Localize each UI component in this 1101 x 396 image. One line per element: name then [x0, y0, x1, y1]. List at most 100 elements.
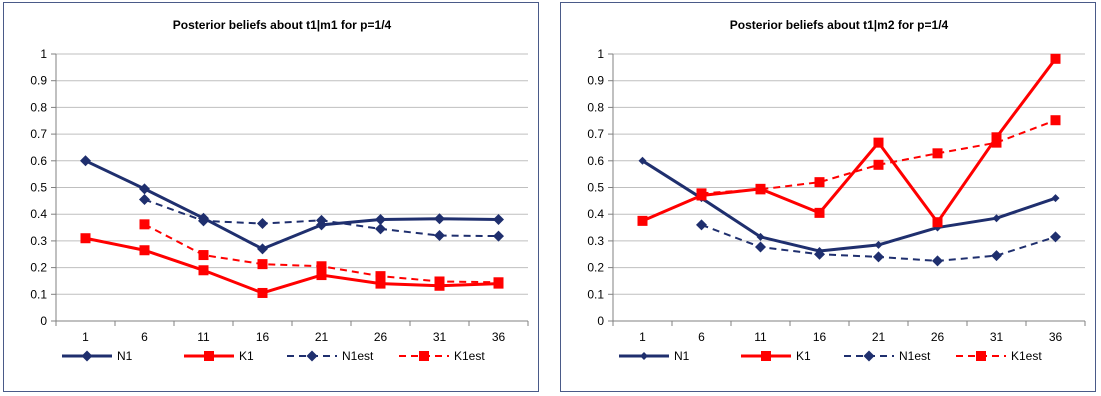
x-tick-label: 1 — [639, 330, 646, 344]
y-tick-label: 1 — [40, 47, 47, 61]
y-tick-label: 0.8 — [587, 100, 604, 114]
x-tick-label: 31 — [990, 330, 1004, 344]
data-point-K1 — [80, 233, 91, 244]
x-tick-label: 16 — [256, 330, 270, 344]
y-tick-label: 0.8 — [30, 100, 47, 114]
data-point-N1est — [257, 218, 268, 230]
chart-panel-1: Posterior beliefs about t1|m1 for p=1/4 0… — [3, 2, 539, 392]
series-N1est — [139, 194, 504, 242]
y-tick-label: 0.1 — [30, 287, 47, 301]
series-K1est — [139, 219, 504, 288]
y-tick-label: 0 — [40, 314, 47, 328]
x-tick-label: 6 — [698, 330, 705, 344]
y-tick-label: 0.3 — [30, 234, 47, 248]
data-point-K1 — [316, 270, 327, 281]
y-tick-label: 0.9 — [587, 74, 604, 88]
data-point-K1est — [316, 261, 327, 272]
legend-marker — [419, 351, 429, 361]
y-tick-label: 0.6 — [587, 154, 604, 168]
legend-marker — [761, 351, 771, 361]
y-tick-label: 0.4 — [587, 207, 604, 221]
data-point-K1est — [198, 250, 209, 261]
x-tick-label: 31 — [433, 330, 447, 344]
data-point-K1 — [257, 287, 268, 298]
data-point-N1 — [1051, 194, 1060, 203]
data-point-K1 — [198, 265, 209, 276]
x-tick-label: 11 — [754, 330, 767, 344]
data-point-N1 — [493, 214, 504, 226]
data-point-N1est — [696, 219, 707, 231]
legend-label: N1 — [674, 349, 690, 363]
data-point-K1 — [814, 207, 825, 218]
series-N1 — [638, 156, 1060, 256]
series-line-K1 — [641, 57, 1057, 224]
data-point-K1est — [434, 276, 445, 287]
data-point-K1est — [375, 271, 386, 282]
data-point-N1est — [198, 215, 209, 227]
data-point-K1 — [932, 217, 943, 228]
data-point-K1est — [932, 148, 943, 159]
data-point-N1est — [873, 251, 884, 263]
data-point-N1 — [375, 214, 386, 226]
data-point-N1est — [814, 248, 825, 260]
y-tick-label: 0.9 — [30, 74, 47, 88]
series-line-K1 — [85, 236, 499, 295]
x-tick-label: 11 — [197, 330, 210, 344]
data-point-N1est — [139, 194, 150, 206]
chart-svg-2: Posterior beliefs about t1|m2 for p=1/4 0… — [587, 18, 1086, 363]
x-tick-label: 1 — [82, 330, 89, 344]
y-tick-label: 0.7 — [587, 127, 604, 141]
legend-label: K1est — [454, 349, 485, 363]
legend-marker — [976, 351, 986, 361]
legend-label: N1est — [899, 349, 931, 363]
y-tick-label: 1 — [597, 47, 604, 61]
legend-item-N1: N1 — [62, 349, 133, 363]
y-tick-label: 0.5 — [587, 181, 604, 195]
y-tick-label: 0.4 — [30, 207, 47, 221]
y-tick-label: 0.5 — [30, 181, 47, 195]
legend-label: K1 — [796, 349, 811, 363]
legend-marker — [81, 350, 93, 362]
y-tick-label: 0.1 — [587, 287, 604, 301]
legend-marker — [204, 351, 214, 361]
y-tick-label: 0 — [597, 314, 604, 328]
data-point-K1est — [814, 177, 825, 188]
data-point-N1est — [375, 223, 386, 235]
legend-item-K1est: K1est — [956, 349, 1042, 363]
data-point-N1 — [638, 156, 647, 165]
x-tick-label: 26 — [374, 330, 388, 344]
legend-marker — [306, 350, 318, 362]
legend-item-N1est: N1est — [287, 349, 374, 363]
legend-label: K1est — [1011, 349, 1042, 363]
legend-marker — [640, 352, 648, 360]
data-point-K1 — [1050, 53, 1061, 64]
y-tick-label: 0.6 — [30, 154, 47, 168]
series-K1est — [696, 115, 1061, 199]
x-tick-label: 21 — [315, 330, 329, 344]
data-point-N1 — [80, 155, 91, 167]
x-tick-label: 21 — [872, 330, 886, 344]
data-point-N1est — [755, 241, 766, 253]
data-point-K1est — [991, 137, 1002, 148]
data-point-N1est — [1050, 231, 1061, 243]
x-tick-label: 36 — [1049, 330, 1063, 344]
legend-label: N1est — [342, 349, 374, 363]
legend-item-K1: K1 — [741, 349, 811, 363]
x-tick-label: 36 — [492, 330, 506, 344]
data-point-N1est — [434, 230, 445, 242]
data-point-N1 — [874, 240, 883, 249]
data-point-N1 — [756, 232, 765, 241]
series-K1 — [80, 233, 504, 298]
series-line-N1 — [641, 159, 1056, 253]
data-point-K1 — [375, 278, 386, 289]
series-line-N1 — [84, 159, 499, 251]
data-point-K1 — [139, 245, 150, 256]
y-tick-label: 0.7 — [30, 127, 47, 141]
data-point-K1est — [873, 159, 884, 170]
chart-svg-1: Posterior beliefs about t1|m1 for p=1/4 0… — [30, 18, 529, 363]
y-tick-label: 0.2 — [30, 261, 47, 275]
legend-label: K1 — [239, 349, 254, 363]
legend-item-K1est: K1est — [399, 349, 485, 363]
x-tick-label: 26 — [931, 330, 945, 344]
data-point-N1 — [257, 243, 268, 255]
